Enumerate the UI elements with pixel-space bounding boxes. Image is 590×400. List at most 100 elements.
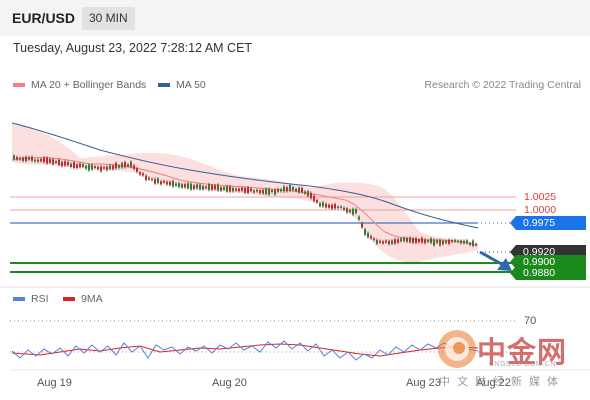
candle-body-146 xyxy=(451,240,453,243)
candle-body-28 xyxy=(97,166,99,170)
candlestick-series xyxy=(13,153,477,248)
ma50-label: MA 50 xyxy=(176,79,206,91)
candle-body-9 xyxy=(40,158,42,162)
x-tick-aug19: Aug 19 xyxy=(37,377,72,389)
candle-body-52 xyxy=(169,181,171,186)
candle-body-18 xyxy=(67,161,69,166)
candle-body-15 xyxy=(58,159,60,166)
candle-body-141 xyxy=(436,240,438,243)
candle-body-120 xyxy=(373,238,375,241)
candle-body-32 xyxy=(109,165,111,170)
candle-body-3 xyxy=(22,157,24,161)
candle-body-93 xyxy=(292,187,294,191)
candle-body-103 xyxy=(322,202,324,207)
candle-body-132 xyxy=(409,237,411,243)
candle-body-104 xyxy=(325,203,327,208)
candle-body-142 xyxy=(439,239,441,246)
candle-body-36 xyxy=(121,163,123,168)
candle-body-83 xyxy=(262,189,264,194)
ma20-swatch xyxy=(13,83,25,87)
candle-body-121 xyxy=(376,239,378,244)
forecast-arrow-shaft xyxy=(479,250,506,268)
candle-body-2 xyxy=(19,157,21,160)
candle-body-150 xyxy=(463,240,465,244)
candle-body-122 xyxy=(379,240,381,243)
candle-body-66 xyxy=(211,185,213,190)
candle-body-31 xyxy=(106,166,108,171)
candle-body-63 xyxy=(202,185,204,190)
candle-body-109 xyxy=(340,206,342,208)
candle-body-57 xyxy=(184,184,186,188)
candle-body-62 xyxy=(199,184,201,190)
candle-body-90 xyxy=(283,186,285,192)
candle-body-50 xyxy=(163,180,165,183)
candle-body-73 xyxy=(232,187,234,192)
candle-body-126 xyxy=(391,240,393,244)
candle-body-64 xyxy=(205,186,207,189)
candle-body-8 xyxy=(37,159,39,162)
candle-body-92 xyxy=(289,184,291,191)
candle-body-17 xyxy=(64,161,66,166)
candle-body-124 xyxy=(385,240,387,243)
candle-body-55 xyxy=(178,183,180,187)
candle-body-129 xyxy=(400,238,402,242)
candle-body-84 xyxy=(265,188,267,195)
candle-body-34 xyxy=(115,162,117,169)
candle-body-105 xyxy=(328,204,330,208)
ma20-line xyxy=(11,156,479,246)
candle-body-44 xyxy=(145,175,147,180)
candle-body-86 xyxy=(271,190,273,193)
candle-body-134 xyxy=(415,238,417,243)
rsi-ma-swatch xyxy=(63,297,75,301)
candle-body-54 xyxy=(175,183,177,186)
candle-body-111 xyxy=(346,208,348,213)
candle-body-87 xyxy=(274,189,276,195)
candle-body-78 xyxy=(247,187,249,194)
candle-body-6 xyxy=(31,156,33,161)
candle-body-5 xyxy=(28,157,30,160)
candle-body-85 xyxy=(268,188,270,195)
x-tick-aug22: Aug 22 xyxy=(476,377,511,389)
candle-body-145 xyxy=(448,239,450,244)
rsi-70-label: 70 xyxy=(524,315,537,327)
resistance-label-1: 1.0025 xyxy=(524,191,557,203)
candle-body-97 xyxy=(304,191,306,194)
candle-body-70 xyxy=(223,187,225,190)
candle-body-131 xyxy=(406,237,408,242)
candle-body-75 xyxy=(238,188,240,192)
candle-body-81 xyxy=(256,189,258,192)
candle-body-0 xyxy=(13,155,15,160)
candle-body-59 xyxy=(190,183,192,190)
candle-body-118 xyxy=(367,232,369,238)
candle-body-133 xyxy=(412,238,414,243)
watermark-name: 中金网 xyxy=(477,335,568,369)
candle-body-61 xyxy=(196,184,198,189)
pivot-tag: 0.9975 xyxy=(510,216,586,230)
top-bar: EUR/USD 30 MIN xyxy=(0,0,590,36)
candle-body-114 xyxy=(355,209,357,214)
watermark: 中金网 CNGOLD.COM.CN 中文财经新媒体 xyxy=(433,325,588,388)
candle-body-24 xyxy=(85,165,87,169)
candle-body-21 xyxy=(76,164,78,169)
resistance-label-2: 1.0000 xyxy=(524,204,557,216)
watermark-url: CNGOLD.COM.CN xyxy=(489,361,556,368)
x-tick-aug20: Aug 20 xyxy=(212,377,247,389)
candle-body-40 xyxy=(133,165,135,170)
candle-body-39 xyxy=(130,161,132,167)
candle-body-130 xyxy=(403,237,405,242)
candle-body-45 xyxy=(148,177,150,180)
candle-body-82 xyxy=(259,190,261,194)
candle-body-89 xyxy=(280,189,282,192)
candle-body-91 xyxy=(286,187,288,192)
candle-body-22 xyxy=(79,163,81,168)
candle-body-95 xyxy=(298,187,300,193)
rsi-label: RSI xyxy=(31,293,49,305)
forecast-arrow-head xyxy=(497,258,512,271)
candle-body-47 xyxy=(154,178,156,184)
timeframe-button[interactable]: 30 MIN xyxy=(82,7,135,30)
legend-ma20: MA 20 + Bollinger Bands xyxy=(13,79,146,91)
candle-body-99 xyxy=(310,192,312,199)
candle-body-14 xyxy=(55,161,57,163)
candle-body-147 xyxy=(454,239,456,242)
candle-body-76 xyxy=(241,187,243,191)
